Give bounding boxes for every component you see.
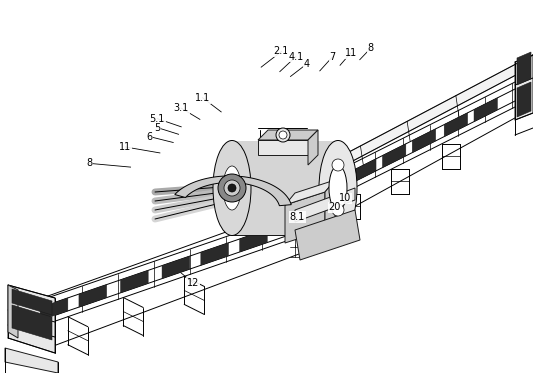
Polygon shape	[79, 285, 107, 307]
Circle shape	[218, 174, 246, 202]
Text: 6: 6	[146, 132, 152, 141]
Text: 2.1: 2.1	[274, 47, 289, 56]
Polygon shape	[285, 180, 335, 205]
Polygon shape	[240, 229, 268, 252]
Text: 11: 11	[119, 142, 131, 152]
Polygon shape	[517, 82, 531, 117]
Polygon shape	[258, 140, 308, 155]
Polygon shape	[162, 256, 190, 279]
Ellipse shape	[223, 166, 241, 210]
Circle shape	[279, 131, 287, 139]
Polygon shape	[5, 348, 58, 373]
Text: 1.1: 1.1	[195, 93, 210, 103]
Polygon shape	[201, 243, 229, 265]
Ellipse shape	[329, 166, 347, 210]
Polygon shape	[517, 52, 531, 85]
Polygon shape	[8, 285, 55, 353]
Polygon shape	[12, 289, 52, 315]
Ellipse shape	[213, 141, 251, 235]
Text: 8: 8	[86, 159, 93, 168]
Text: 20: 20	[328, 203, 341, 212]
Polygon shape	[382, 144, 406, 167]
Circle shape	[224, 180, 240, 196]
Polygon shape	[515, 55, 533, 120]
Polygon shape	[295, 188, 355, 222]
Text: 4.1: 4.1	[288, 52, 303, 62]
Circle shape	[276, 128, 290, 142]
Polygon shape	[40, 298, 68, 320]
Polygon shape	[295, 210, 360, 260]
Text: 5: 5	[154, 123, 160, 132]
Circle shape	[332, 204, 344, 216]
Ellipse shape	[319, 141, 357, 235]
Polygon shape	[258, 130, 318, 140]
Circle shape	[228, 184, 236, 192]
Text: 12: 12	[187, 278, 199, 288]
Polygon shape	[474, 98, 497, 122]
Polygon shape	[120, 270, 148, 293]
Text: 8: 8	[367, 44, 374, 53]
Polygon shape	[325, 180, 335, 230]
Text: 4: 4	[303, 59, 310, 69]
Polygon shape	[444, 113, 467, 137]
Polygon shape	[8, 285, 18, 338]
Polygon shape	[412, 129, 435, 153]
Polygon shape	[308, 130, 318, 165]
Polygon shape	[330, 55, 533, 173]
Text: 5.1: 5.1	[150, 114, 165, 123]
Text: 8.1: 8.1	[290, 212, 305, 222]
Polygon shape	[285, 192, 325, 243]
Text: 10: 10	[340, 194, 351, 203]
Text: 7: 7	[329, 52, 336, 62]
Text: 3.1: 3.1	[174, 103, 189, 113]
Polygon shape	[353, 159, 376, 183]
Text: 11: 11	[345, 48, 357, 58]
Polygon shape	[12, 305, 52, 340]
Polygon shape	[232, 141, 338, 235]
Polygon shape	[175, 176, 291, 206]
Circle shape	[332, 159, 344, 171]
Polygon shape	[323, 174, 346, 198]
